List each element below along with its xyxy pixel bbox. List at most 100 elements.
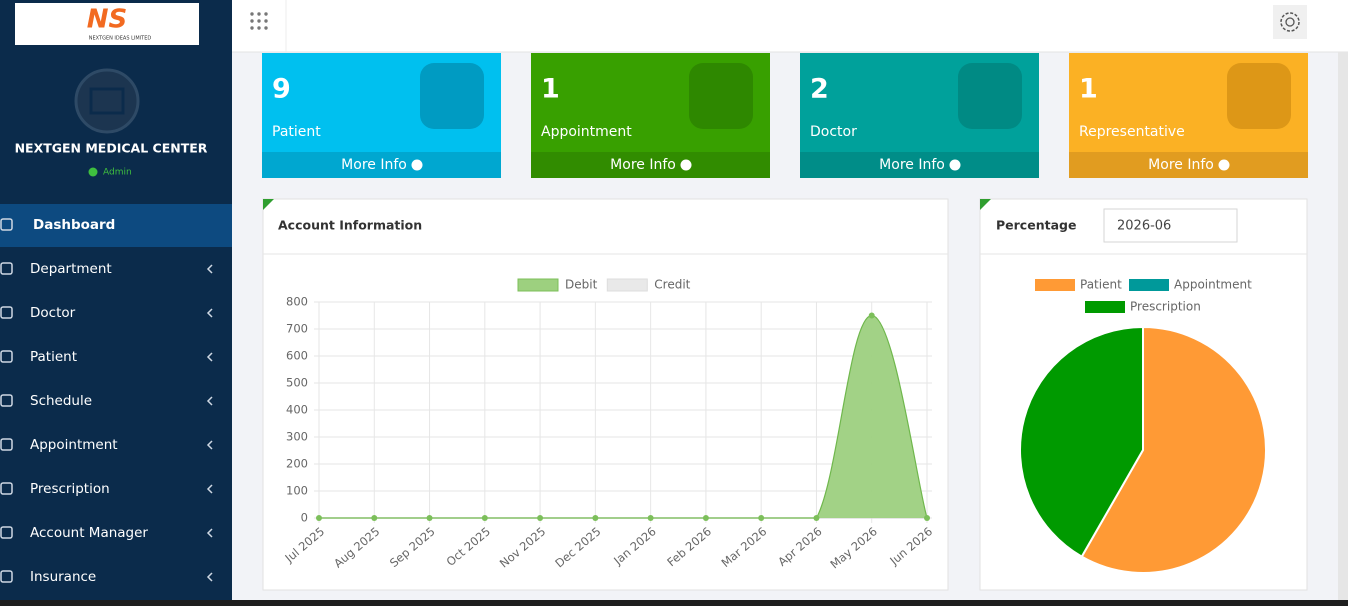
menu-item-active[interactable] [0,204,232,247]
y-tick-label: 0 [301,511,308,525]
menu-icon [0,482,13,495]
y-tick-label: 500 [286,376,308,390]
menu-item[interactable]: Schedule [30,393,92,409]
arrow-icon [1218,159,1230,171]
stat-card-footer[interactable] [531,152,770,178]
legend-swatch [606,278,648,292]
gear-icon [1280,12,1300,32]
logo-box [15,3,199,45]
stat-label: Patient [272,124,321,140]
legend-label: Patient [1080,278,1122,292]
point [924,515,930,521]
menu-icon [0,394,13,407]
stat-icon [689,63,753,129]
point [592,515,599,521]
point [537,515,544,521]
month-input-value: 2026-06 [1117,219,1171,234]
menu-icon [0,262,13,275]
y-tick-label: 100 [286,484,308,498]
apps-icon[interactable] [250,12,268,30]
chevron [206,528,213,538]
y-tick-label: 300 [286,430,308,444]
stat-icon [420,63,484,129]
menu-item[interactable]: Dashboard [33,217,115,233]
panel-corner [980,199,991,210]
more-info-link[interactable]: More Info [341,157,407,173]
point [316,515,322,521]
arrow-icon [680,159,692,171]
chevron [206,396,213,406]
point [647,515,654,521]
more-info-link[interactable]: More Info [1148,157,1214,173]
logo: NS [87,5,128,35]
account-panel [262,198,949,591]
stat-icon [958,63,1022,129]
status-dot [88,167,98,177]
stat-card-footer[interactable] [1069,152,1308,178]
arrow-icon [411,159,423,171]
pie-slice [1080,325,1267,574]
legend-swatch [1129,279,1169,291]
chevron [206,308,213,318]
taskbar [0,600,1348,606]
point [481,515,488,521]
y-tick-label: 200 [286,457,308,471]
top-bar [232,0,1348,52]
y-tick-label: 700 [286,322,308,336]
more-info-link[interactable]: More Info [879,157,945,173]
panel-title: Percentage [996,218,1076,233]
legend-label: Debit [565,278,598,292]
menu-item[interactable]: Account Manager [30,525,148,541]
org-name: NEXTGEN MEDICAL CENTER [15,141,208,156]
point [758,515,765,521]
legend-swatch [517,278,559,292]
menu-icon [0,306,13,319]
settings-button[interactable] [1273,5,1307,39]
scrollbar[interactable] [1338,52,1348,600]
chevron [206,352,213,362]
stat-label: Representative [1079,124,1185,140]
logo-subtitle: NEXTGEN IDEAS LIMITED [89,36,152,42]
area [319,315,927,518]
stat-label: Doctor [810,124,857,140]
y-tick-label: 400 [286,403,308,417]
y-tick-label: 600 [286,349,308,363]
legend-label: Credit [654,278,690,292]
point [813,515,820,521]
role: Admin [103,168,132,178]
point [426,515,433,521]
stat-label: Appointment [541,124,632,140]
gear-center [1285,17,1295,27]
menu-item[interactable]: Appointment [30,437,118,453]
stat-value: 2 [810,74,829,105]
menu-icon [0,350,13,363]
menu-item[interactable]: Patient [30,349,77,365]
stat-value: 9 [272,74,291,105]
avatar [74,68,140,134]
month-input[interactable] [1103,208,1238,243]
legend-swatch [1035,279,1075,291]
stat-card-footer[interactable] [800,152,1039,178]
arrow-icon [949,159,961,171]
stat-value: 1 [1079,74,1098,105]
y-tick-label: 800 [286,295,308,309]
menu-item[interactable]: Insurance [30,569,96,585]
menu-item[interactable]: Doctor [30,305,76,321]
chevron [206,572,213,582]
chevron [206,484,213,494]
chevron [206,264,213,274]
menu-icon [0,438,13,451]
point [702,515,709,521]
stat-card-footer[interactable] [262,152,501,178]
more-info-link[interactable]: More Info [610,157,676,173]
menu-item[interactable]: Department [30,261,112,277]
point [868,312,875,319]
panel-corner [263,199,274,210]
menu-icon [0,570,13,583]
avatar-icon [89,87,125,115]
menu-item[interactable]: Prescription [30,481,110,497]
pie-slice [1018,325,1144,559]
stat-value: 1 [541,74,560,105]
